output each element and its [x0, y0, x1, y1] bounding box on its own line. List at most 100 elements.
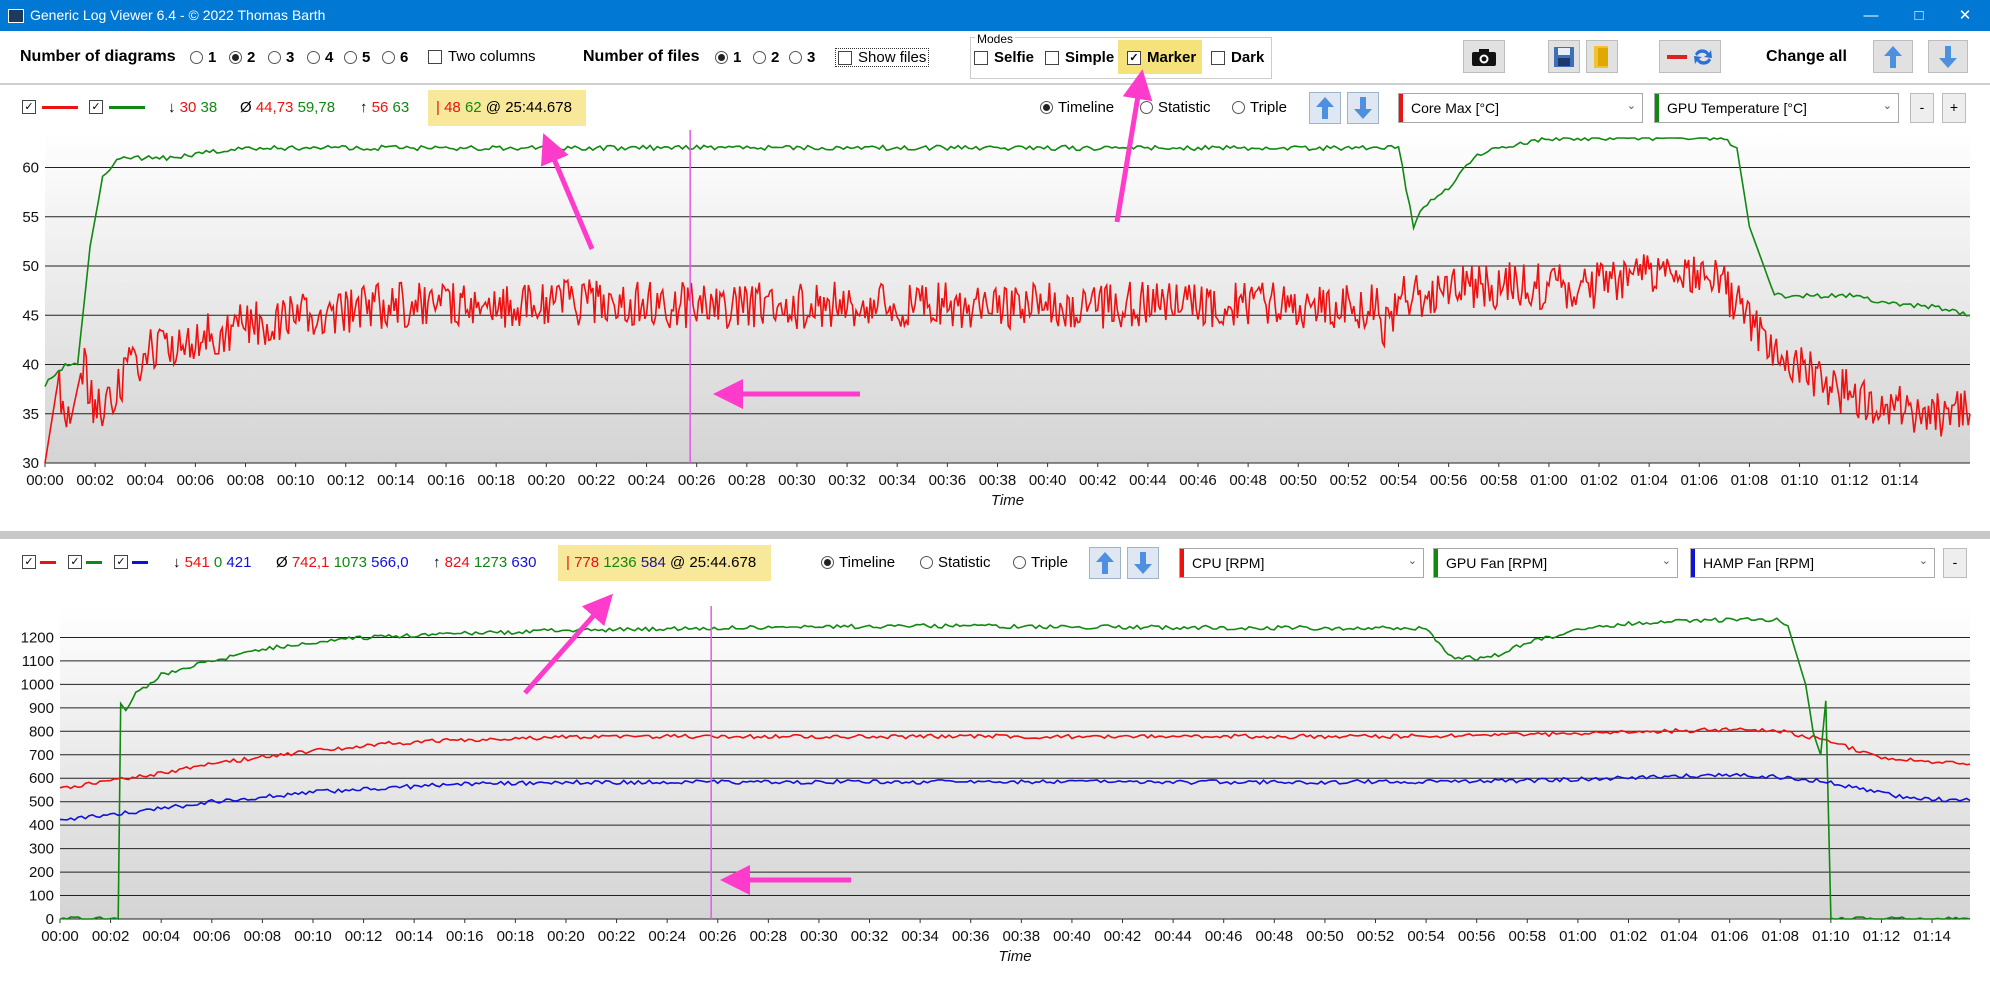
sensor3-select[interactable]: CPU [RPM] ⌄	[1179, 548, 1424, 578]
diagram-radio-3[interactable]: 3	[268, 49, 294, 66]
series-line	[44, 254, 1971, 464]
add-series-button[interactable]: +	[1942, 93, 1966, 123]
move-up-icon[interactable]	[1309, 92, 1341, 124]
x-tick-label: 00:08	[244, 928, 282, 945]
marker-checkbox[interactable]: ✓ Marker	[1127, 49, 1196, 66]
files-label: Number of files	[583, 48, 700, 65]
maximize-icon[interactable]: □	[1914, 7, 1924, 24]
annotation-arrow	[541, 133, 595, 250]
y-tick-label: 500	[29, 794, 54, 811]
move-down-icon[interactable]	[1347, 92, 1379, 124]
file-radio-1[interactable]: 1	[715, 49, 741, 66]
x-tick-label: 00:30	[800, 928, 838, 945]
modes-group	[970, 37, 1272, 79]
x-tick-label: 00:34	[878, 472, 916, 489]
app-icon	[8, 9, 24, 23]
x-tick-label: 01:04	[1630, 472, 1668, 489]
x-tick-label: 00:12	[345, 928, 383, 945]
move-down-icon-2[interactable]	[1127, 547, 1159, 579]
y-tick-label: 900	[29, 700, 54, 717]
x-axis-label: Time	[998, 948, 1031, 965]
x-tick-label: 00:24	[648, 928, 686, 945]
avg-stats: Ø 44,73 59,78	[240, 99, 336, 116]
view-statistic-radio-2[interactable]: Statistic	[920, 554, 991, 571]
close-icon[interactable]: ✕	[1958, 7, 1972, 24]
remove-series-button[interactable]: -	[1910, 93, 1934, 123]
x-tick-label: 01:08	[1731, 472, 1769, 489]
x-tick-label: 00:14	[395, 928, 433, 945]
x-tick-label: 00:06	[177, 472, 215, 489]
x-tick-label: 00:10	[277, 472, 315, 489]
sensor1-select[interactable]: Core Max [°C] ⌄	[1398, 93, 1643, 123]
swap-colors-icon[interactable]	[1659, 40, 1721, 73]
chart2[interactable]: 0 100 200 300 400 500 600 700 800 900 1000 1100 1200…	[0, 584, 1990, 984]
file-radio-3[interactable]: 3	[789, 49, 815, 66]
x-tick-label: 00:04	[126, 472, 164, 489]
diagram-radio-1[interactable]: 1	[190, 49, 216, 66]
x-axis-label: Time	[991, 492, 1024, 509]
view-triple-radio[interactable]: Triple	[1232, 99, 1287, 116]
x-tick-label: 00:28	[750, 928, 788, 945]
x-tick-label: 00:28	[728, 472, 766, 489]
diagram-radio-6[interactable]: 6	[382, 49, 408, 66]
x-tick-label: 00:22	[578, 472, 616, 489]
y-tick-label: 1000	[21, 676, 54, 693]
change-all-label: Change all	[1766, 48, 1847, 65]
x-tick-label: 00:32	[851, 928, 889, 945]
y-tick-label: 0	[46, 911, 54, 928]
x-tick-label: 00:30	[778, 472, 816, 489]
x-tick-label: 00:56	[1458, 928, 1496, 945]
camera-icon[interactable]	[1463, 40, 1505, 73]
series4-toggle[interactable]: ✓	[68, 555, 88, 569]
series1-toggle[interactable]: ✓	[22, 100, 42, 114]
view-timeline-radio-2[interactable]: Timeline	[821, 554, 895, 571]
y-tick-label: 60	[22, 160, 39, 177]
sensor2-select[interactable]: GPU Temperature [°C] ⌄	[1654, 93, 1899, 123]
move-all-down-icon[interactable]	[1928, 40, 1968, 73]
remove-series-button-2[interactable]: -	[1943, 548, 1967, 578]
y-tick-label: 200	[29, 864, 54, 881]
sensor5-select[interactable]: HAMP Fan [RPM] ⌄	[1690, 548, 1935, 578]
series2-toggle[interactable]: ✓	[89, 100, 109, 114]
y-tick-label: 100	[29, 888, 54, 905]
series5-toggle[interactable]: ✓	[114, 555, 134, 569]
y-tick-label: 55	[22, 209, 39, 226]
view-statistic-radio[interactable]: Statistic	[1140, 99, 1211, 116]
open-folder-icon[interactable]	[1586, 40, 1618, 73]
chart1[interactable]: 30 35 40 45 50 55 60 00:00 00:02 00:04 00:06 00:08 0…	[0, 128, 1990, 528]
diagram-radio-2[interactable]: 2	[229, 49, 255, 66]
x-tick-label: 00:24	[628, 472, 666, 489]
sensor4-select[interactable]: GPU Fan [RPM] ⌄	[1433, 548, 1678, 578]
two-columns-checkbox[interactable]: Two columns	[428, 48, 536, 65]
y-tick-label: 400	[29, 817, 54, 834]
annotation-arrow	[1114, 69, 1153, 223]
view-timeline-radio[interactable]: Timeline	[1040, 99, 1114, 116]
minimize-icon[interactable]: —	[1863, 7, 1879, 24]
x-tick-label: 00:42	[1079, 472, 1117, 489]
diagram-radio-4[interactable]: 4	[307, 49, 333, 66]
min-stats-2: ↓ 541 0 421	[173, 554, 252, 571]
x-tick-label: 00:20	[547, 928, 585, 945]
move-all-up-icon[interactable]	[1873, 40, 1913, 73]
file-radio-2[interactable]: 2	[753, 49, 779, 66]
save-icon[interactable]	[1548, 40, 1580, 73]
panel-separator[interactable]	[0, 531, 1990, 539]
simple-checkbox[interactable]: Simple	[1045, 49, 1114, 66]
x-tick-label: 00:42	[1104, 928, 1142, 945]
x-tick-label: 00:50	[1306, 928, 1344, 945]
x-tick-label: 00:04	[142, 928, 180, 945]
move-up-icon-2[interactable]	[1089, 547, 1121, 579]
x-tick-label: 00:50	[1279, 472, 1317, 489]
x-tick-label: 00:26	[699, 928, 737, 945]
diagram-radio-5[interactable]: 5	[344, 49, 370, 66]
selfie-checkbox[interactable]: Selfie	[974, 49, 1034, 66]
view-triple-radio-2[interactable]: Triple	[1013, 554, 1068, 571]
dark-checkbox[interactable]: Dark	[1211, 49, 1264, 66]
x-tick-label: 00:26	[678, 472, 716, 489]
x-tick-label: 00:00	[41, 928, 79, 945]
show-files-checkbox[interactable]: Show files	[835, 48, 930, 67]
x-tick-label: 00:16	[446, 928, 484, 945]
y-tick-label: 30	[22, 455, 39, 472]
series3-toggle[interactable]: ✓	[22, 555, 42, 569]
